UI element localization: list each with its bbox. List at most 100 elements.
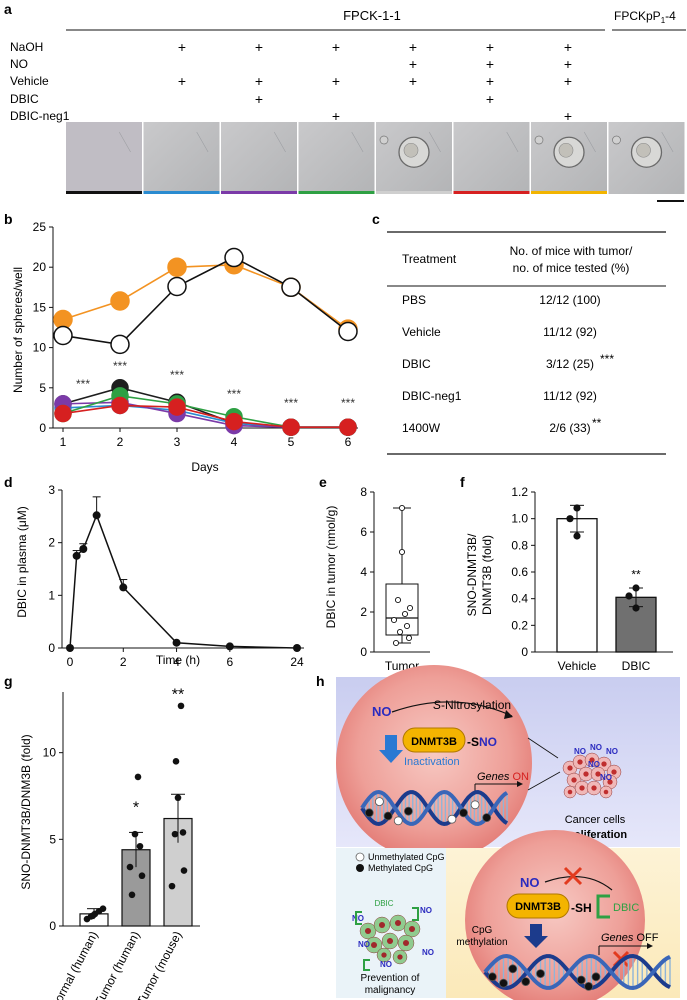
- panel-b-xlabel: Days: [191, 460, 218, 474]
- x-tick-label: 5: [288, 435, 295, 449]
- cell-nucleus: [386, 937, 394, 945]
- y-tick-label: 8: [360, 485, 367, 499]
- methylated-cpg: [521, 977, 531, 986]
- dbic-brackets: [355, 907, 419, 971]
- micrograph-4: [298, 122, 375, 194]
- top-cancer-cells: Cancer cells: [565, 814, 626, 826]
- cell-nucleus: [601, 761, 607, 767]
- y-tick-label: 6: [360, 525, 367, 539]
- x-category-label: DBIC: [622, 659, 651, 673]
- box-iqr: [385, 583, 419, 636]
- bottom-prevention-1: Prevention of: [361, 973, 420, 984]
- panel-g-ylabel: SNO-DNMT3B/DNM3B (fold): [19, 734, 33, 889]
- cell-nucleus: [567, 765, 573, 771]
- sno-bar-chart: 0 0.2 0.4 0.6 0.8 1.0 1.2 Vehicle DBIC **: [511, 485, 673, 673]
- methylated-cpg: [508, 964, 518, 974]
- micrograph-color-bar: [143, 191, 220, 194]
- series-point: [281, 277, 301, 298]
- cell-nucleus: [589, 757, 595, 763]
- series-point: [110, 334, 130, 355]
- series-point: [339, 418, 357, 436]
- y-tick-label: 1: [48, 588, 55, 602]
- y-tick-label: 0: [39, 421, 46, 435]
- bar-point: [89, 912, 97, 919]
- plasma-point: [66, 644, 74, 652]
- micrograph-1: [66, 122, 142, 194]
- micrograph-2: [143, 122, 220, 194]
- nitric-oxide-label: NO: [606, 747, 618, 756]
- significance-mark: **: [631, 568, 641, 582]
- x-tick-label: 6: [345, 435, 352, 449]
- methylated-cpg: [584, 982, 593, 991]
- nitric-oxide-label: NO: [590, 743, 602, 752]
- plasma-point: [225, 642, 234, 651]
- panel-b-ylabel: Number of spheres/well: [11, 267, 25, 393]
- table-cell-treatment: Vehicle: [402, 325, 441, 339]
- table-cell-treatment: PBS: [402, 293, 426, 307]
- x-category-label: Normal (human): [48, 929, 101, 1000]
- table-cell-result: 11/12 (92): [543, 325, 597, 339]
- plasma-point: [172, 638, 181, 647]
- series-line: [62, 263, 349, 330]
- nitric-oxide-label: NO: [422, 948, 434, 957]
- table-cell-result: 2/6 (33): [549, 421, 590, 435]
- condition-rows: NaOHNOVehicleDBICDBIC-neg1++++++++++++++…: [10, 39, 572, 124]
- debris: [428, 131, 441, 153]
- significance-mark: ***: [341, 396, 355, 410]
- x-tick-label: 2: [117, 435, 124, 449]
- cell-nucleus: [607, 779, 613, 785]
- cell-nucleus: [591, 785, 597, 791]
- top-cell: [336, 665, 532, 861]
- plasma-point: [72, 551, 81, 560]
- debris: [583, 131, 596, 153]
- panel-f-label: f: [460, 474, 465, 490]
- panel-f-ylabel-1: SNO-DNMT3B/: [465, 533, 479, 616]
- bottom-cpg-1: CpG: [472, 925, 493, 936]
- series-point: [53, 325, 73, 346]
- panel-c: c Treatment No. of mice with tumor/ no. …: [372, 211, 666, 455]
- plus-sign: +: [486, 91, 494, 107]
- plus-sign: +: [255, 39, 263, 55]
- top-dnmt3b: DNMT3B: [411, 736, 457, 748]
- significance-mark: ***: [113, 359, 127, 373]
- x-category-label: Tumor (mouse): [134, 929, 185, 1000]
- bar-point: [136, 842, 144, 850]
- x-tick-label: 6: [226, 655, 233, 669]
- series-point: [110, 291, 130, 311]
- bar-point: [632, 604, 640, 612]
- bar-point: [172, 758, 180, 765]
- panel-e-label: e: [319, 474, 327, 490]
- methylated-cpg: [383, 811, 393, 821]
- cell-nucleus: [603, 789, 609, 795]
- plus-sign: +: [564, 73, 572, 89]
- y-tick-label: 10: [43, 746, 57, 760]
- x-category-label: Tumor (human): [92, 929, 143, 1000]
- methylated-cpg: [364, 808, 374, 818]
- group1-label: FPCK-1-1: [343, 8, 401, 23]
- bar-point: [126, 863, 134, 871]
- panel-g: g 0 5 10 Normal (human) * Tumor (human) ** Tumo…: [4, 673, 200, 1000]
- bar-point: [171, 830, 179, 838]
- dna-strand: [360, 789, 509, 827]
- row-label-vehicle: Vehicle: [10, 74, 49, 88]
- series-point: [168, 398, 186, 416]
- x-category-label: Vehicle: [558, 659, 597, 673]
- plus-sign: +: [178, 39, 186, 55]
- significance-mark: ***: [284, 396, 298, 410]
- row-label-dbic: DBIC: [10, 92, 39, 106]
- group2-label: FPCKpP1-4: [614, 9, 676, 25]
- x-tick-label: 1: [60, 435, 67, 449]
- cell-nucleus: [611, 769, 617, 775]
- box-point: [394, 596, 402, 604]
- y-tick-label: 0: [360, 645, 367, 659]
- methylated-cpg: [403, 806, 413, 816]
- panel-f: f 0 0.2 0.4 0.6 0.8 1.0 1.2 Vehicle DBIC ** SNO-D…: [460, 474, 673, 673]
- series-point: [54, 404, 72, 423]
- cluster-dbic-label: DBIC: [374, 899, 393, 908]
- series-point: [224, 247, 244, 268]
- panel-b: b 0 5 10 15 20 25 1 2 3 4 5 6 *** *** *** *** *** *** Day…: [4, 211, 358, 474]
- significance-mark: *: [133, 799, 139, 816]
- bar-point: [573, 504, 581, 512]
- box-point: [403, 622, 411, 630]
